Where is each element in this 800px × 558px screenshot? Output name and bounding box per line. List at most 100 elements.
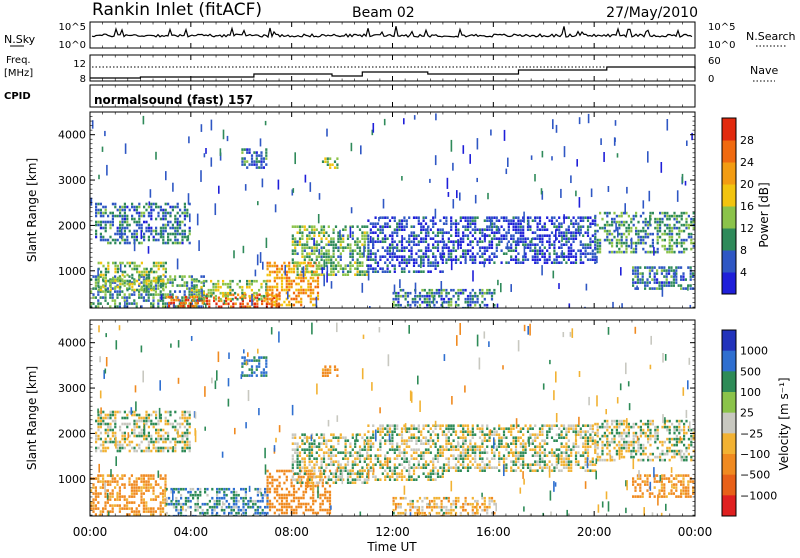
- power-cell: [300, 274, 302, 277]
- power-cell: [423, 225, 425, 228]
- power-cell: [670, 266, 672, 269]
- velocity-cell: [379, 427, 381, 430]
- velocity-cell: [174, 438, 176, 441]
- power-cell: [375, 252, 377, 255]
- power-cell: [481, 261, 483, 264]
- power-cell: [210, 289, 212, 292]
- velocity-cell: [102, 420, 104, 423]
- velocity-cell: [143, 486, 145, 489]
- power-cell: [683, 251, 685, 254]
- power-cell: [114, 239, 116, 242]
- power-cell: [493, 234, 495, 237]
- power-cell: [517, 222, 519, 225]
- power-cell: [107, 239, 109, 242]
- power-cell: [92, 275, 94, 278]
- power-cell: [640, 236, 642, 239]
- power-cell: [457, 292, 459, 295]
- power-cell: [168, 296, 170, 299]
- power-cell: [563, 237, 565, 240]
- velocity-cell: [150, 498, 152, 501]
- velocity-cell: [102, 510, 104, 513]
- power-cell: [529, 225, 531, 228]
- power-cell: [119, 221, 121, 224]
- power-speck: [556, 125, 558, 133]
- power-speck: [172, 183, 174, 192]
- power-cell: [126, 218, 128, 221]
- power-speck: [555, 229, 557, 241]
- velocity-cell: [345, 463, 347, 466]
- velocity-cell: [408, 472, 410, 475]
- velocity-cell: [375, 478, 377, 481]
- power-cell: [274, 301, 276, 304]
- power-cell: [267, 274, 269, 277]
- velocity-cell: [387, 475, 389, 478]
- power-cell: [474, 222, 476, 225]
- velocity-cell: [367, 478, 369, 481]
- power-cell: [690, 278, 692, 281]
- power-cell: [382, 267, 384, 270]
- power-cell: [510, 222, 512, 225]
- velocity-cell: [399, 433, 401, 436]
- power-cell: [309, 231, 311, 234]
- velocity-cell: [206, 503, 208, 506]
- power-cell: [400, 295, 402, 298]
- velocity-cell: [323, 433, 325, 436]
- power-cell: [489, 289, 491, 292]
- power-cell: [143, 271, 145, 274]
- velocity-cell: [396, 466, 398, 469]
- power-cell: [462, 237, 464, 240]
- power-cell: [394, 228, 396, 231]
- velocity-cell: [160, 504, 162, 507]
- power-cell: [549, 237, 551, 240]
- power-cell: [397, 304, 399, 307]
- power-speck: [102, 147, 104, 152]
- power-cell: [419, 292, 421, 295]
- power-cell: [138, 206, 140, 209]
- velocity-cell: [155, 510, 157, 513]
- power-cell: [407, 301, 409, 304]
- power-cell: [297, 252, 299, 255]
- power-cell: [124, 296, 126, 299]
- power-cell: [333, 267, 335, 270]
- velocity-cell: [242, 488, 244, 491]
- velocity-cell: [251, 374, 253, 377]
- velocity-cell: [117, 450, 119, 453]
- power-cell: [155, 271, 157, 274]
- power-cell: [594, 243, 596, 246]
- power-cell: [498, 237, 500, 240]
- power-cell: [395, 298, 397, 301]
- power-cell: [169, 206, 171, 209]
- velocity-cell: [370, 454, 372, 457]
- power-cell: [229, 298, 231, 301]
- velocity-cell: [333, 460, 335, 463]
- power-cell: [318, 243, 320, 246]
- power-cell: [664, 239, 666, 242]
- power-cell: [354, 249, 356, 252]
- power-cell: [212, 292, 214, 295]
- power-cell: [342, 246, 344, 249]
- power-cell: [412, 298, 414, 301]
- velocity-cell: [97, 474, 99, 477]
- power-cell: [333, 243, 335, 246]
- velocity-cell: [185, 509, 187, 512]
- power-cell: [92, 302, 94, 305]
- power-cell: [628, 227, 630, 230]
- power-cell: [283, 277, 285, 280]
- power-cell: [403, 219, 405, 222]
- power-cell: [379, 240, 381, 243]
- power-cell: [309, 225, 311, 228]
- power-cell: [117, 239, 119, 242]
- power-cell: [508, 225, 510, 228]
- power-cell: [484, 249, 486, 252]
- power-cell: [544, 234, 546, 237]
- velocity-cell: [124, 483, 126, 486]
- velocity-cell: [242, 497, 244, 500]
- power-cell: [693, 218, 695, 221]
- power-cell: [271, 286, 273, 289]
- power-speck: [177, 259, 179, 270]
- velocity-cell: [109, 495, 111, 498]
- power-cell: [134, 268, 136, 271]
- power-cell: [387, 246, 389, 249]
- velocity-cell: [131, 501, 133, 504]
- power-cell: [126, 242, 128, 245]
